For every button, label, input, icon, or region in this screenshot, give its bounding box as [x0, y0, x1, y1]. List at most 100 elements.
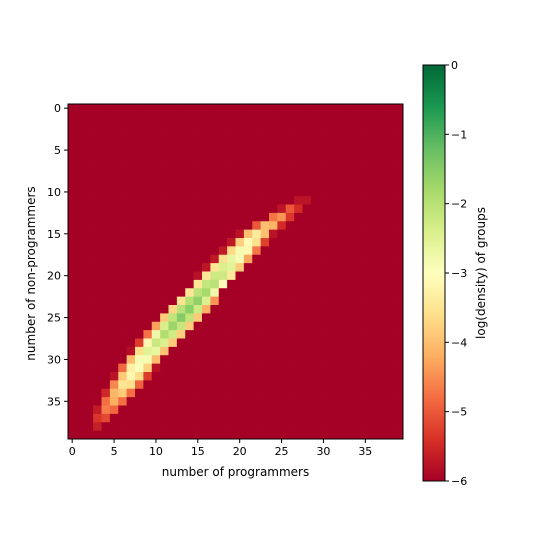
- heatmap-cell: [260, 271, 270, 281]
- heatmap-cell: [386, 104, 395, 113]
- heatmap-cell: [386, 321, 395, 331]
- heatmap-cell: [294, 388, 303, 398]
- heatmap-cell: [151, 229, 161, 239]
- y-tick-label: 25: [47, 312, 61, 325]
- heatmap-cell: [210, 246, 220, 256]
- heatmap-cell: [327, 112, 337, 122]
- heatmap-cell: [319, 104, 328, 113]
- heatmap-cell: [336, 405, 345, 415]
- heatmap-cell: [68, 363, 77, 373]
- heatmap-cell: [84, 246, 94, 256]
- heatmap-cell: [269, 355, 278, 364]
- heatmap-cell: [344, 313, 354, 323]
- heatmap-cell: [135, 238, 144, 247]
- x-tick-label: 15: [191, 445, 205, 458]
- heatmap-cell: [227, 145, 236, 155]
- heatmap-cell: [352, 137, 362, 147]
- heatmap-cell: [176, 221, 186, 230]
- heatmap-cell: [176, 104, 186, 113]
- heatmap-cell: [285, 313, 295, 323]
- heatmap-cell: [168, 171, 178, 180]
- heatmap-cell: [285, 112, 295, 122]
- heatmap-cell: [302, 288, 312, 297]
- heatmap-cell: [168, 363, 178, 373]
- heatmap-cell: [168, 422, 178, 431]
- heatmap-cell: [176, 162, 186, 172]
- heatmap-cell: [185, 263, 194, 272]
- heatmap-cell: [126, 187, 136, 197]
- heatmap-cell: [336, 238, 345, 247]
- heatmap-cell: [269, 388, 278, 398]
- heatmap-cell: [84, 363, 94, 373]
- heatmap-cell: [369, 305, 379, 314]
- heatmap-cell: [361, 271, 370, 281]
- heatmap-cell: [135, 154, 144, 163]
- heatmap-cell: [386, 405, 395, 415]
- heatmap-cell: [101, 221, 111, 230]
- heatmap-cell: [327, 179, 337, 189]
- heatmap-cell: [352, 238, 362, 247]
- heatmap-cell: [101, 430, 111, 440]
- heatmap-cell: [352, 204, 362, 214]
- heatmap-cell: [285, 154, 295, 163]
- heatmap-cell: [185, 120, 194, 130]
- heatmap-cell: [109, 171, 119, 180]
- heatmap-cell: [327, 313, 337, 323]
- heatmap-cell: [243, 372, 253, 381]
- heatmap-cell: [361, 238, 370, 247]
- heatmap-cell: [118, 154, 127, 163]
- heatmap-cell: [294, 288, 303, 297]
- heatmap-cell: [227, 137, 236, 147]
- heatmap-cell: [285, 221, 295, 230]
- heatmap-cell: [285, 137, 295, 147]
- heatmap-cell: [160, 313, 169, 323]
- heatmap-cell: [269, 196, 278, 205]
- heatmap-cell: [327, 187, 337, 197]
- heatmap-cell: [76, 380, 86, 390]
- heatmap-cell: [227, 355, 236, 364]
- heatmap-cell: [135, 355, 144, 364]
- heatmap-cell: [135, 405, 144, 415]
- heatmap-cell: [369, 338, 379, 348]
- heatmap-cell: [252, 413, 261, 423]
- heatmap-cell: [126, 221, 136, 230]
- colorbar-tick-label: −2: [451, 198, 467, 211]
- heatmap-cell: [176, 321, 186, 331]
- heatmap-cell: [210, 355, 220, 364]
- heatmap-cell: [135, 137, 144, 147]
- y-tick-label: 30: [47, 353, 61, 366]
- heatmap-cell: [377, 346, 387, 356]
- heatmap-cell: [369, 246, 379, 256]
- heatmap-cell: [193, 196, 203, 205]
- heatmap-cell: [352, 388, 362, 398]
- heatmap-cell: [118, 363, 127, 373]
- heatmap-cell: [202, 212, 211, 222]
- heatmap-cell: [294, 271, 303, 281]
- heatmap-cell: [336, 145, 345, 155]
- heatmap-cell: [336, 129, 345, 138]
- heatmap-cell: [394, 196, 404, 205]
- heatmap-cell: [235, 204, 245, 214]
- heatmap-cell: [319, 271, 328, 281]
- heatmap-cell: [277, 246, 287, 256]
- heatmap-cell: [302, 238, 312, 247]
- heatmap-cell: [193, 413, 203, 423]
- heatmap-cell: [160, 254, 169, 264]
- heatmap-cell: [260, 321, 270, 331]
- heatmap-cell: [118, 271, 127, 281]
- heatmap-cell: [260, 137, 270, 147]
- heatmap-cell: [185, 397, 194, 406]
- heatmap-cell: [294, 112, 303, 122]
- heatmap-cell: [377, 137, 387, 147]
- heatmap-cell: [143, 372, 153, 381]
- heatmap-cell: [269, 305, 278, 314]
- x-tick-label: 25: [275, 445, 289, 458]
- heatmap-cell: [294, 321, 303, 331]
- heatmap-cell: [235, 154, 245, 163]
- heatmap-cell: [252, 204, 261, 214]
- heatmap-cell: [210, 162, 220, 172]
- heatmap-cell: [93, 330, 102, 339]
- heatmap-cell: [369, 171, 379, 180]
- heatmap-cell: [202, 120, 211, 130]
- heatmap-cell: [235, 254, 245, 264]
